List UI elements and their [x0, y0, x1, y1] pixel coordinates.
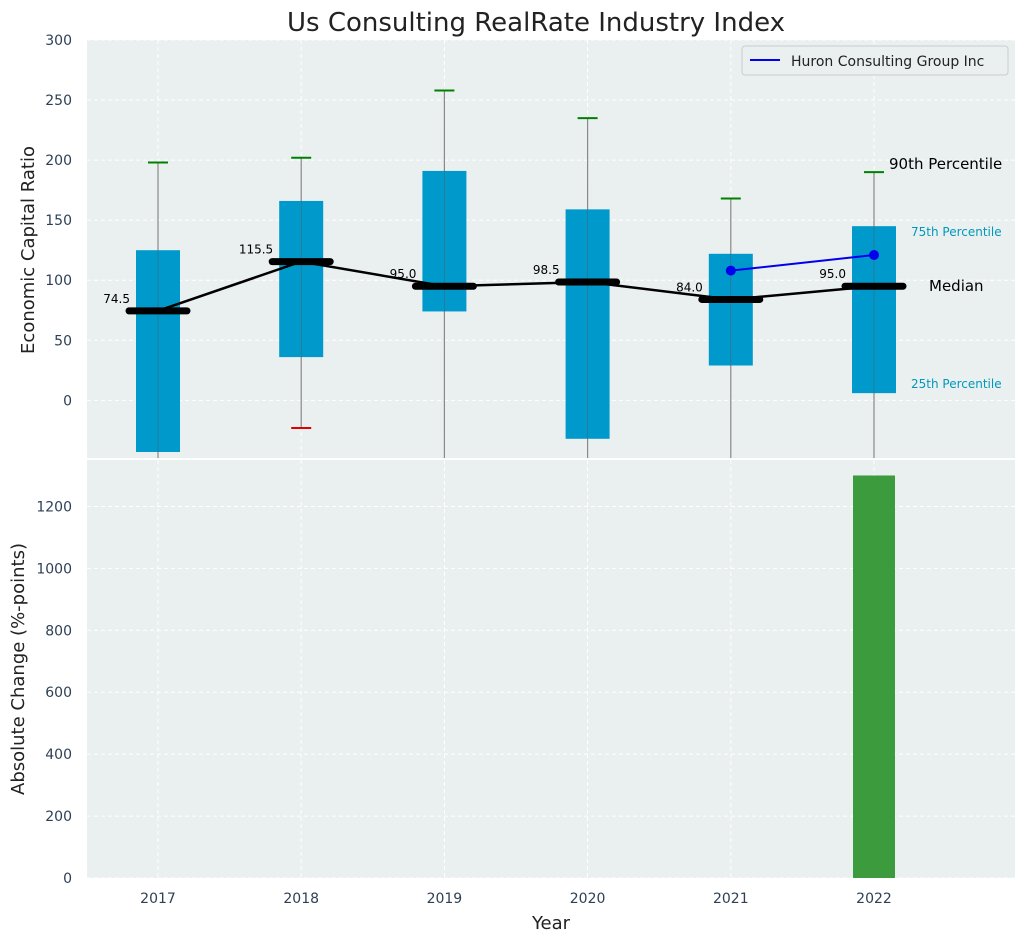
- bottom-ylabel: Absolute Change (%-points): [8, 543, 29, 795]
- median-label-2020: 98.5: [533, 263, 560, 277]
- p75-annotation: 75th Percentile: [911, 225, 1002, 239]
- p90-annotation: 90th Percentile: [889, 155, 1002, 173]
- top-panel: 0 50 100 150 200 250 300 74.5 115.5 95.0 98.5 84.0…: [18, 33, 1015, 458]
- top-ytick-label: 0: [63, 393, 72, 409]
- top-company: [725, 250, 879, 276]
- xtick-label-2018: 2018: [283, 891, 319, 907]
- median-label-2017: 74.5: [103, 292, 130, 306]
- bottom-xticks: 2017 2018 2019 2020 2021 2022: [140, 891, 892, 907]
- top-ytick-label: 100: [45, 273, 72, 289]
- top-ytick-label: 150: [45, 213, 72, 229]
- top-annotations: 90th Percentile 75th Percentile Median 2…: [889, 155, 1002, 391]
- bottom-ytick-label: 600: [45, 685, 72, 701]
- company-point-2021: [725, 265, 736, 276]
- top-median-line: [157, 260, 875, 313]
- bottom-ytick-label: 800: [45, 623, 72, 639]
- bottom-bars: [853, 475, 895, 878]
- median-label-2022: 95.0: [819, 267, 846, 281]
- median-annotation: Median: [929, 277, 984, 295]
- xtick-label-2019: 2019: [427, 891, 463, 907]
- legend: Huron Consulting Group Inc: [741, 45, 1009, 76]
- top-ytick-label: 50: [54, 333, 72, 349]
- top-grid: [87, 39, 1015, 458]
- company-line: [730, 254, 875, 272]
- top-ylabel: Economic Capital Ratio: [18, 146, 39, 354]
- chart-title: Us Consulting RealRate Industry Index: [287, 8, 785, 38]
- bottom-ytick-label: 1000: [36, 561, 72, 577]
- legend-label-huron: Huron Consulting Group Inc: [791, 54, 984, 70]
- p25-annotation: 25th Percentile: [911, 377, 1002, 391]
- bottom-xlabel: Year: [531, 913, 571, 934]
- bottom-ytick-label: 200: [45, 809, 72, 825]
- bottom-ytick-label: 0: [63, 871, 72, 887]
- bar-2022: [853, 475, 895, 878]
- top-ytick-label: 300: [45, 33, 72, 49]
- legend-frame: [741, 45, 1009, 76]
- xtick-label-2020: 2020: [570, 891, 606, 907]
- bottom-yticks: 0 200 400 600 800 1000 1200: [36, 499, 72, 887]
- xtick-label-2022: 2022: [856, 891, 892, 907]
- top-ytick-label: 250: [45, 93, 72, 109]
- median-label-2018: 115.5: [239, 243, 273, 257]
- median-label-2021: 84.0: [676, 280, 703, 294]
- bottom-ytick-label: 400: [45, 747, 72, 763]
- xtick-label-2017: 2017: [140, 891, 176, 907]
- median-trend-line: [157, 260, 875, 313]
- company-point-2022: [869, 250, 879, 261]
- top-ytick-label: 200: [45, 153, 72, 169]
- bottom-ytick-label: 1200: [36, 499, 72, 515]
- top-yticks: 0 50 100 150 200 250 300: [45, 33, 72, 409]
- xtick-label-2021: 2021: [713, 891, 749, 907]
